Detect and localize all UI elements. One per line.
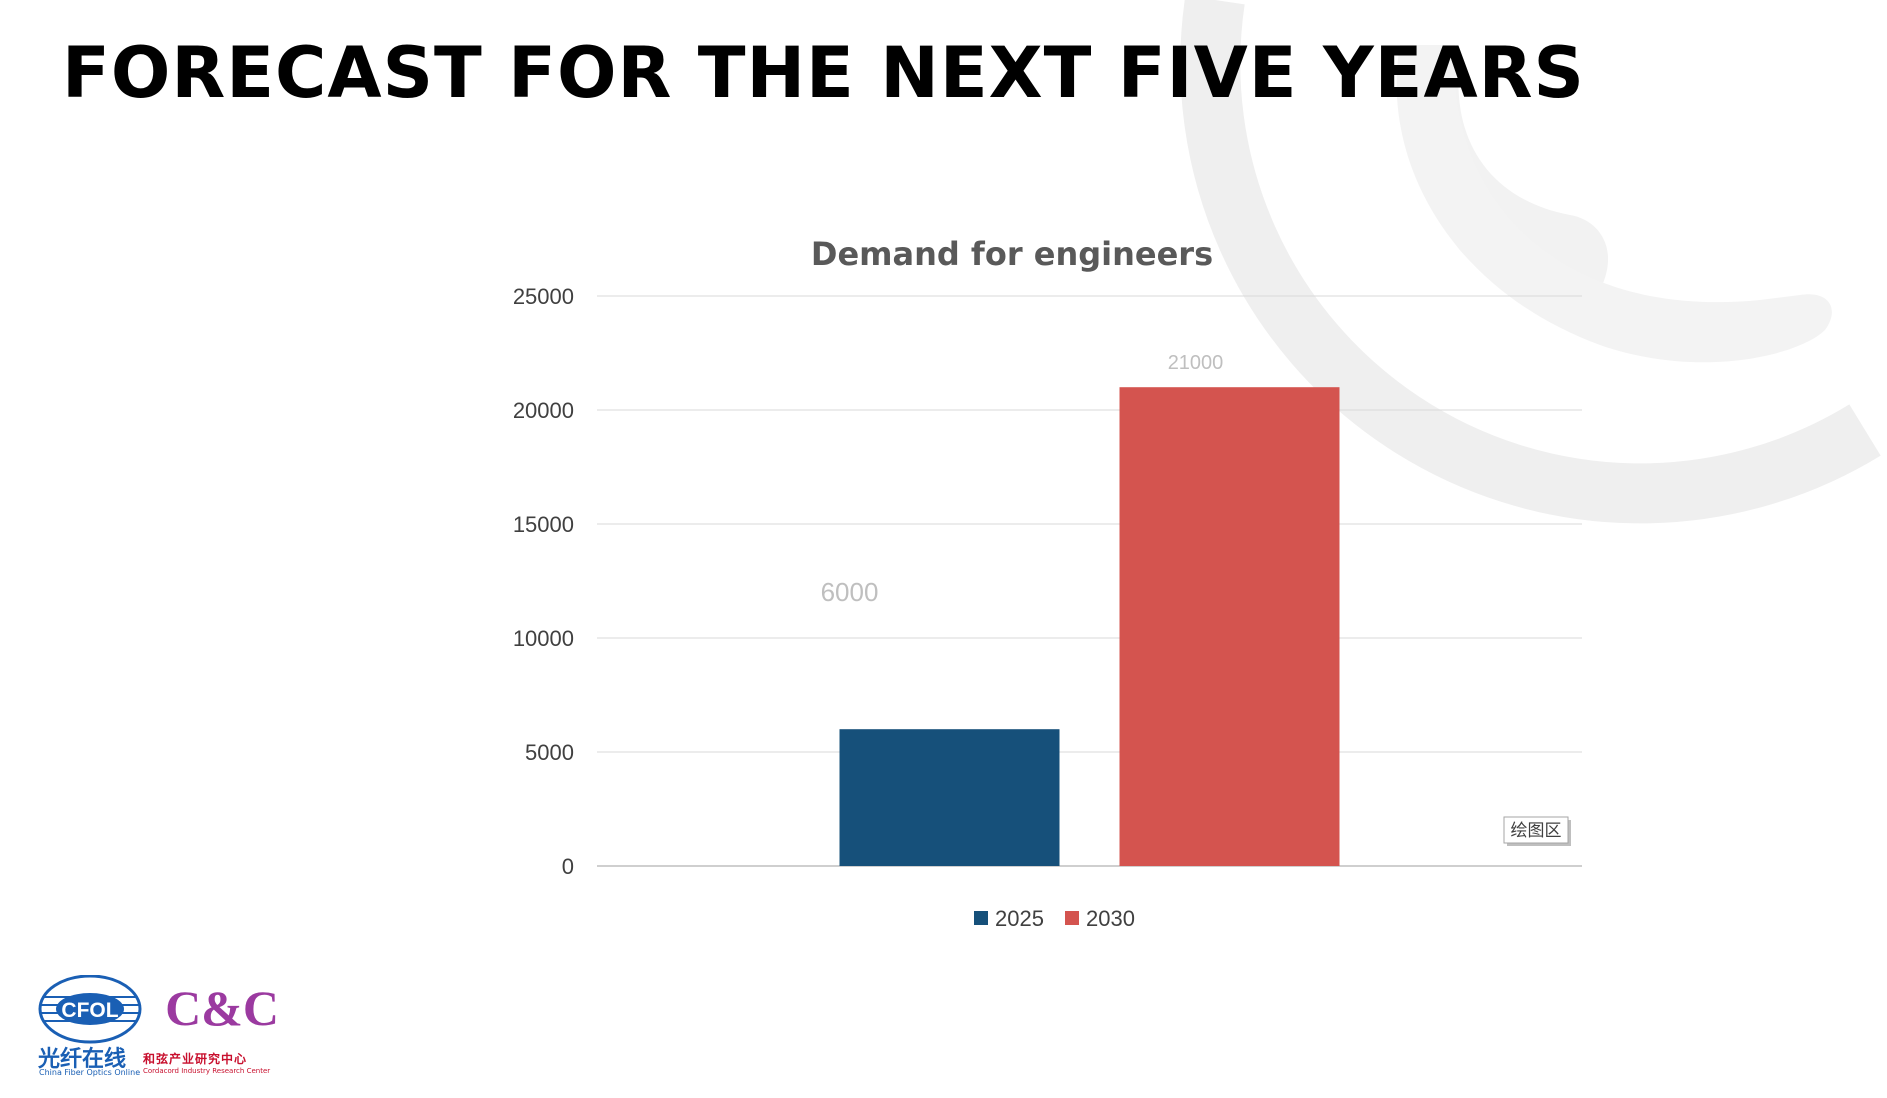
gridlines [597,295,1582,867]
outer-arc [1180,0,1881,524]
plot-area-tag-box [1503,816,1569,844]
legend-swatch-2030 [1065,911,1079,925]
y-tick-label: 20000 [513,398,574,423]
cc-en-name: Cordacord Industry Research Center [143,1067,271,1075]
plot-area-tag-label: 绘图区 [1511,821,1562,841]
data-label-2025: 6000 [821,577,879,607]
y-tick-label: 5000 [525,740,574,765]
y-tick-label: 10000 [513,626,574,651]
y-axis-ticks: 0 5000 10000 15000 20000 25000 [513,284,574,879]
cfol-mark: CFOL [61,999,118,1022]
data-label-2030: 21000 [1168,352,1224,374]
cfol-cn-name: 光纤在线 [38,1047,127,1072]
bar-2025 [839,729,1060,866]
cfol-en-name: China Fiber Optics Online [39,1068,141,1077]
legend-swatch-2025 [974,911,988,925]
chart-title: Demand for engineers [811,235,1213,273]
y-tick-label: 0 [562,854,574,879]
inner-arc [1396,45,1832,363]
legend-label-2025: 2025 [995,906,1044,931]
y-tick-label: 15000 [513,512,574,537]
legend-label-2030: 2030 [1086,906,1135,931]
cc-mark: C&C [165,980,276,1036]
footer-logos: CFOL C&C 光纤在线 China Fiber Optics Online … [36,975,276,1080]
bar-2030 [1119,387,1340,866]
bars [839,387,1340,866]
slide-title: FORECAST FOR THE NEXT FIVE YEARS [62,32,1585,114]
cfol-logo-graphic: CFOL C&C [38,975,276,1044]
y-tick-label: 25000 [513,284,574,309]
legend: 2025 2030 [974,906,1135,931]
cc-cn-name: 和弦产业研究中心 [143,1052,248,1066]
plot-area-tag[interactable]: 绘图区 [1503,816,1571,846]
data-labels: 6000 21000 [821,352,1224,607]
